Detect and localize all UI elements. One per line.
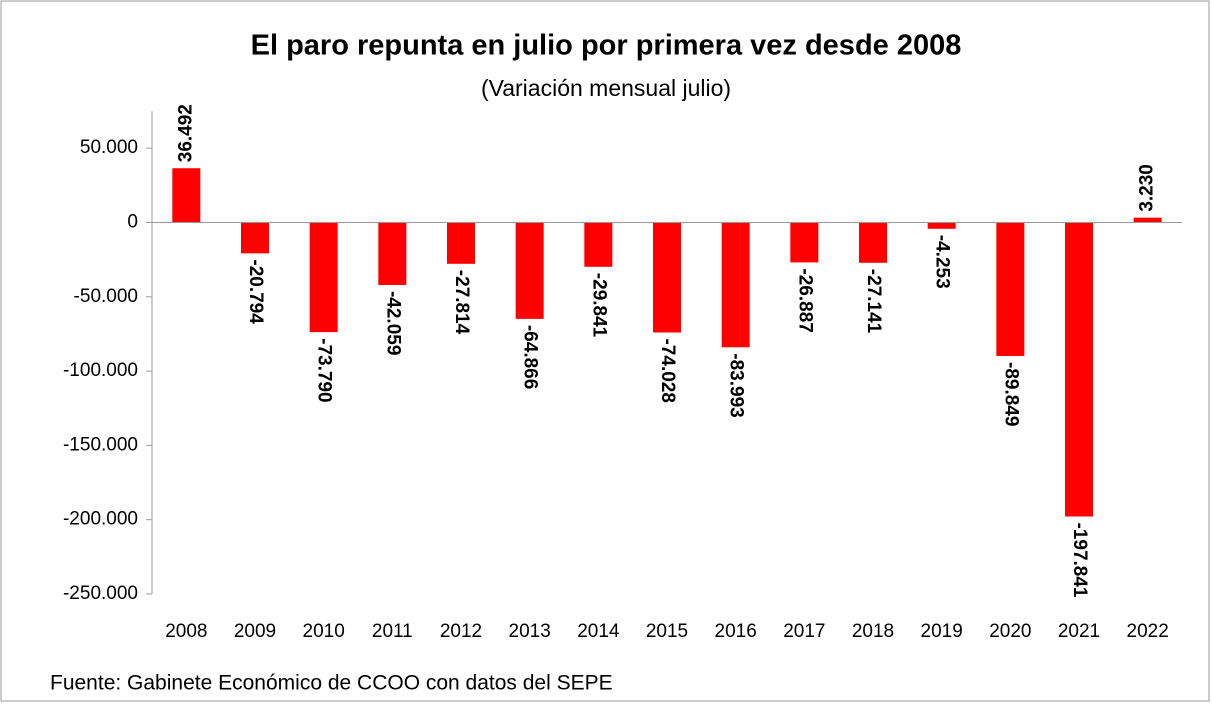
- data-label: -83.993: [726, 353, 747, 417]
- x-tick-label: 2022: [1127, 621, 1169, 642]
- y-tick-label: 50.000: [80, 137, 138, 158]
- chart-subtitle: (Variación mensual julio): [481, 75, 731, 101]
- x-tick-label: 2013: [509, 621, 551, 642]
- bar: [653, 222, 681, 333]
- x-tick-label: 2019: [921, 621, 963, 642]
- data-label: -42.059: [382, 291, 403, 355]
- bar: [859, 222, 887, 263]
- x-tick-label: 2012: [440, 621, 482, 642]
- y-tick-label: -150.000: [63, 434, 138, 455]
- source-note: Fuente: Gabinete Económico de CCOO con d…: [50, 672, 613, 695]
- bar: [584, 222, 613, 267]
- x-tick-label: 2018: [852, 621, 894, 642]
- chart-title: El paro repunta en julio por primera vez…: [251, 30, 962, 62]
- bar: [927, 222, 956, 229]
- bar: [447, 222, 475, 264]
- x-tick-label: 2017: [783, 621, 825, 642]
- x-tick-label: 2008: [165, 621, 207, 642]
- bar: [309, 222, 338, 333]
- x-tick-label: 2016: [715, 621, 757, 642]
- x-tick-label: 2011: [372, 621, 413, 642]
- y-tick-label: -200.000: [63, 509, 138, 530]
- data-label: -20.794: [245, 259, 266, 324]
- data-label: -27.141: [863, 269, 884, 334]
- data-label: -197.841: [1069, 522, 1090, 597]
- y-tick-label: -250.000: [63, 583, 138, 604]
- bar: [721, 222, 750, 348]
- bar: [172, 168, 201, 223]
- bar: [515, 222, 544, 319]
- bar: [378, 222, 407, 285]
- data-label: 3.230: [1137, 164, 1158, 212]
- x-tick-label: 2014: [577, 621, 620, 642]
- data-label: -64.866: [520, 325, 541, 389]
- bar: [1133, 217, 1162, 223]
- data-label: -74.028: [657, 338, 678, 402]
- x-tick-label: 2009: [234, 621, 276, 642]
- y-tick-label: -100.000: [63, 360, 138, 381]
- data-label: -27.814: [451, 270, 472, 335]
- y-tick-label: 0: [127, 211, 138, 232]
- bar: [996, 222, 1025, 356]
- data-label: 36.492: [175, 104, 196, 162]
- bar: [790, 222, 819, 263]
- data-label: -29.841: [588, 273, 609, 338]
- y-tick-label: -50.000: [74, 286, 138, 307]
- data-label: -89.849: [1000, 362, 1021, 426]
- x-tick-label: 2010: [303, 621, 345, 642]
- data-label: -4.253: [932, 235, 953, 289]
- x-tick-label: 2015: [646, 621, 688, 642]
- bar: [1065, 222, 1093, 517]
- x-tick-label: 2021: [1058, 621, 1100, 642]
- bar: [241, 222, 269, 254]
- data-label: -73.790: [314, 338, 335, 402]
- x-tick-label: 2020: [989, 621, 1031, 642]
- data-label: -26.887: [794, 268, 815, 332]
